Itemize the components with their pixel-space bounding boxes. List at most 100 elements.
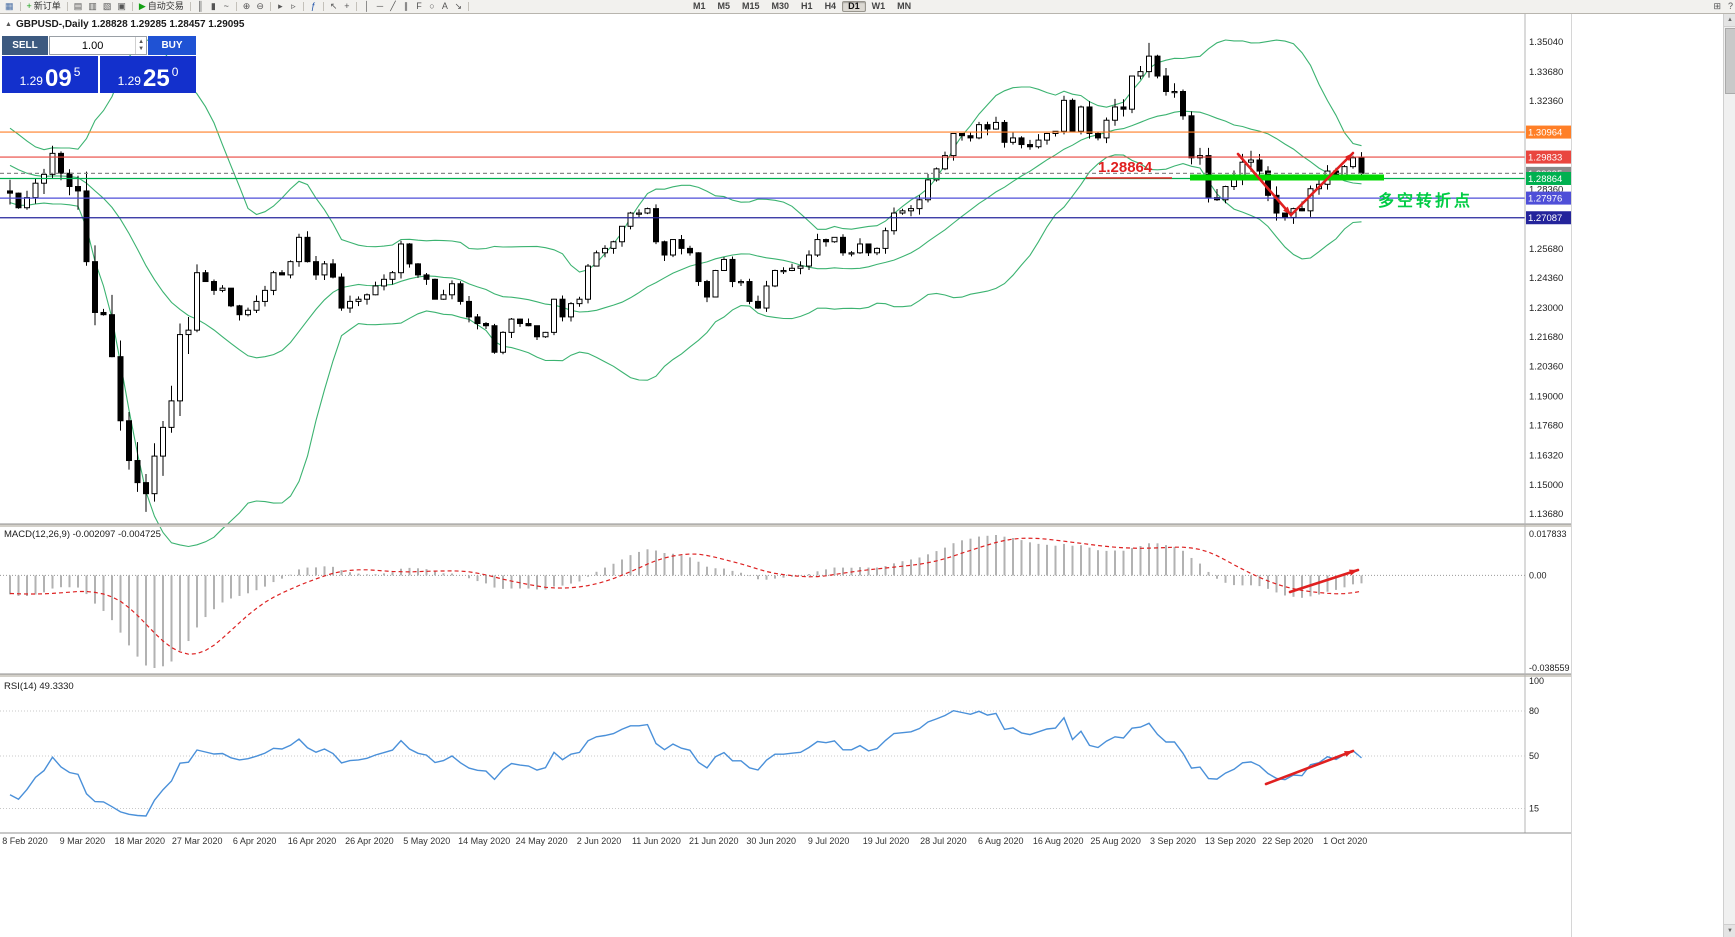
navigator-icon[interactable]: ▧ xyxy=(100,1,115,12)
price-line-tag-text: 1.28864 xyxy=(1528,174,1562,185)
candle-body xyxy=(75,186,81,192)
candle-body xyxy=(236,305,243,316)
candle-body xyxy=(959,132,965,137)
timeframe-button-m30[interactable]: M30 xyxy=(766,1,796,12)
timeframe-button-w1[interactable]: W1 xyxy=(866,1,892,12)
vertical-scrollbar[interactable]: ▲ ▼ xyxy=(1723,14,1735,937)
rsi-axis-label: 15 xyxy=(1529,804,1539,814)
candle-body xyxy=(355,298,362,302)
vertical-line-icon: │ xyxy=(364,1,370,11)
pane-divider-1-bar xyxy=(0,524,1571,527)
window-arrange-icon[interactable]: ⊞ xyxy=(1710,1,1724,12)
timeframe-button-m15[interactable]: M15 xyxy=(736,1,766,12)
macd-signal-line xyxy=(9,537,1362,655)
text-label-icon[interactable]: A xyxy=(438,1,451,12)
vertical-line-icon[interactable]: │ xyxy=(360,1,373,12)
price-chart-canvas[interactable]: 1.28864多空转折点0.0178330.00-0.0385591008050… xyxy=(0,14,1571,847)
timeframe-button-h1[interactable]: H1 xyxy=(795,1,819,12)
candle-body xyxy=(66,172,73,188)
rsi-axis-label: 80 xyxy=(1529,706,1539,716)
candle-body xyxy=(491,325,498,353)
zoom-out-icon[interactable]: ⊖ xyxy=(253,1,267,12)
price-line-tag-text: 1.27087 xyxy=(1528,213,1562,224)
arrow-object-icon[interactable]: ↘ xyxy=(451,1,465,12)
candle-body xyxy=(432,278,438,300)
candle-body xyxy=(653,208,659,243)
line-chart-icon[interactable]: ~ xyxy=(220,1,233,12)
candle-body xyxy=(245,309,251,316)
sell-button[interactable]: SELL xyxy=(2,36,48,55)
volume-spin-buttons[interactable]: ▲ ▼ xyxy=(135,37,146,54)
zoom-in-icon[interactable]: ⊕ xyxy=(240,1,254,12)
new-order-button[interactable]: + 新订单 xyxy=(24,1,64,12)
chart-shift-icon[interactable]: ▹ xyxy=(287,1,300,12)
volume-up-icon[interactable]: ▲ xyxy=(138,38,145,45)
scrollbar-thumb[interactable] xyxy=(1725,28,1735,94)
autotrading-button-label: 自动交易 xyxy=(147,1,184,11)
new-chart-icon[interactable]: ▦ xyxy=(2,1,17,12)
indicators-icon: ƒ xyxy=(310,1,316,11)
date-axis-label: 26 Apr 2020 xyxy=(345,836,394,846)
channel-icon: ∥ xyxy=(403,1,409,11)
crosshair-icon[interactable]: + xyxy=(340,1,353,12)
market-watch-icon[interactable]: ▤ xyxy=(71,1,86,12)
trend-arrow-main-1-head xyxy=(1344,153,1353,162)
terminal-icon[interactable]: ▣ xyxy=(114,1,129,12)
price-line-tag-1.30964 xyxy=(1526,125,1571,139)
fibonacci-icon[interactable]: F xyxy=(412,1,425,12)
autotrading-button[interactable]: ▶ 自动交易 xyxy=(136,1,187,12)
candle-body xyxy=(865,243,872,254)
candle-body xyxy=(449,283,455,296)
candle-body xyxy=(423,274,430,280)
candle-body xyxy=(1112,106,1118,121)
fibonacci-icon: F xyxy=(416,1,422,11)
scroll-down-icon[interactable]: ▼ xyxy=(1724,924,1735,937)
candlestick-chart-icon[interactable]: ▮ xyxy=(207,1,220,12)
help-icon[interactable]: ? xyxy=(1724,1,1735,12)
trendline-icon[interactable]: ╱ xyxy=(386,1,399,12)
cursor-icon[interactable]: ↖ xyxy=(327,1,341,12)
volume-input[interactable] xyxy=(50,37,136,54)
candle-body xyxy=(92,261,98,313)
timeframe-button-h4[interactable]: H4 xyxy=(819,1,843,12)
shapes-icon[interactable]: ○ xyxy=(425,1,438,12)
volume-down-icon[interactable]: ▼ xyxy=(138,45,145,52)
timeframe-button-mn[interactable]: MN xyxy=(891,1,917,12)
channel-icon[interactable]: ∥ xyxy=(399,1,412,12)
candle-body xyxy=(389,272,396,280)
candle-body xyxy=(262,289,268,302)
horizontal-line-icon[interactable]: ─ xyxy=(373,1,386,12)
candle-body xyxy=(984,124,991,130)
toolbar-separator xyxy=(66,2,68,11)
data-window-icon[interactable]: ▥ xyxy=(85,1,100,12)
bar-chart-icon[interactable]: ║ xyxy=(194,1,207,12)
buy-button[interactable]: BUY xyxy=(148,36,196,55)
candlestick-chart-icon: ▮ xyxy=(210,1,216,11)
sell-price-button[interactable]: 1.29 09 5 xyxy=(2,56,98,93)
candle-body xyxy=(253,300,260,311)
candle-body xyxy=(1358,157,1365,174)
timeframe-button-d1[interactable]: D1 xyxy=(842,1,866,12)
candle-body xyxy=(695,252,702,283)
buy-price-button[interactable]: 1.29 25 0 xyxy=(100,56,196,93)
date-axis-label: 9 Jul 2020 xyxy=(808,836,850,846)
macd-axis-label: 0.00 xyxy=(1529,570,1547,580)
auto-scroll-icon[interactable]: ▸ xyxy=(274,1,287,12)
bollinger-bands xyxy=(9,38,1362,548)
scroll-up-icon[interactable]: ▲ xyxy=(1724,14,1735,27)
volume-stepper[interactable]: ▲ ▼ xyxy=(49,36,147,55)
symbol-marker-icon: ▲ xyxy=(5,21,12,28)
indicators-icon[interactable]: ƒ xyxy=(307,1,320,12)
date-axis-label: 25 Aug 2020 xyxy=(1090,836,1141,846)
date-axis-label: 19 Jul 2020 xyxy=(863,836,910,846)
candle-body xyxy=(687,247,693,254)
bid-pipette: 5 xyxy=(73,65,81,79)
timeframe-button-m1[interactable]: M1 xyxy=(687,1,712,12)
timeframe-button-m5[interactable]: M5 xyxy=(712,1,737,12)
candle-body xyxy=(874,247,880,254)
trend-arrow-rsi-head xyxy=(1344,751,1353,757)
candle-body xyxy=(58,152,64,174)
candle-body xyxy=(678,239,685,249)
zoom-out-icon: ⊖ xyxy=(256,1,264,11)
candle-body xyxy=(228,287,234,307)
